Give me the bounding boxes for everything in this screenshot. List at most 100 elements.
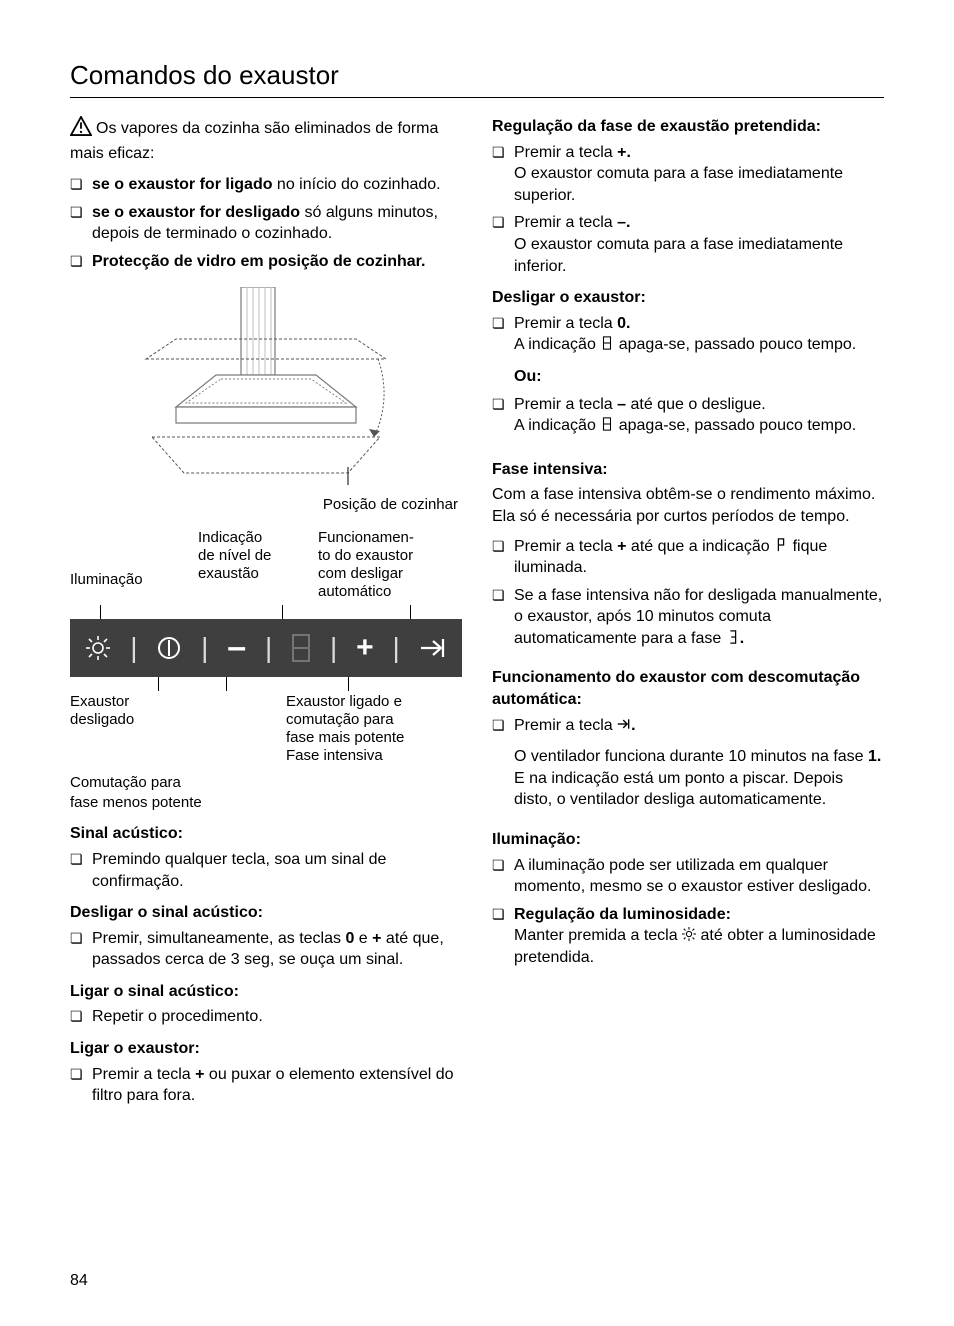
label-lig-l4: Fase intensiva [286,747,383,764]
reg-b1b: O exaustor comuta para a fase imediatame… [514,165,843,204]
label-lig-l3: fase mais potente [286,729,404,746]
page-title: Comandos do exaustor [70,60,884,98]
reg-b2-key: –. [617,214,630,231]
bullet-ligado: se o exaustor for ligado no início do co… [70,174,462,196]
desl-ex-b1a: Premir a tecla [514,315,617,332]
desligar-exaustor-bullets: Premir a tecla 0. A indicação apaga-se, … [492,313,884,356]
hood-figure [70,287,462,487]
auto-off-icon [419,637,447,659]
bullet-proteccao-bold: Protecção de vidro em posição de cozinha… [92,253,425,270]
desl-ex-b1b-post: apaga-se, passado pouco tempo. [614,336,856,353]
minus-icon: – [227,625,246,671]
fase-int-b2: Se a fase intensiva não for desligada ma… [492,585,884,650]
seg-p-icon [774,538,788,555]
auto-sub-paragraph: O ventilador funciona durante 10 minutos… [492,746,884,811]
label-nivel: Indicação de nível de exaustão [198,529,318,601]
fase-intensiva-bullets: Premir a tecla + até que a indicação fiq… [492,536,884,650]
bullet-proteccao: Protecção de vidro em posição de cozinha… [70,251,462,273]
ligar-sinal-b1: Repetir o procedimento. [70,1006,462,1028]
fase-int-b1: Premir a tecla + até que a indicação fiq… [492,536,884,579]
heading-sinal-acustico: Sinal acústico: [70,823,462,845]
caption-cook-position: Posição de cozinhar [70,495,462,515]
fase-int-b2b: . [740,630,744,647]
ilum-b1: A iluminação pode ser utilizada em qualq… [492,855,884,898]
control-panel: | | – | | + | [70,619,462,677]
separator-icon: | [201,629,208,667]
bullet-desligado: se o exaustor for desligado só alguns mi… [70,202,462,245]
intro-text: Os vapores da cozinha são eliminados de … [70,120,438,162]
desl-ex-b2b-pre: A indicação [514,417,600,434]
reg-b2a: Premir a tecla [514,214,617,231]
label-lig-l2: comutação para [286,711,394,728]
label-func-l2: to do exaustor [318,547,413,564]
reg-b2: Premir a tecla –. O exaustor comuta para… [492,212,884,277]
content-columns: Os vapores da cozinha são eliminados de … [70,116,884,1117]
left-column: Os vapores da cozinha são eliminados de … [70,116,462,1117]
desl-ex-b2: Premir a tecla – até que o desligue. A i… [492,394,884,437]
light-icon [85,635,111,661]
reg-b1: Premir a tecla +. O exaustor comuta para… [492,142,884,207]
intro-paragraph: Os vapores da cozinha são eliminados de … [70,116,462,164]
bullet-desligado-bold: se o exaustor for desligado [92,204,300,221]
iluminacao-bullets: A iluminação pode ser utilizada em qualq… [492,855,884,969]
desligar-sinal-b1: Premir, simultaneamente, as teclas 0 e +… [70,928,462,971]
auto-sub1-key: 1. [868,748,881,765]
desl-sinal-key1: 0 [345,930,354,947]
sinal-b1: Premindo qualquer tecla, soa um sinal de… [70,849,462,892]
heading-auto: Funcionamento do exaustor com descomutaç… [492,667,884,710]
reg-b1a: Premir a tecla [514,144,617,161]
sinal-bullets: Premindo qualquer tecla, soa um sinal de… [70,849,462,892]
light-small-icon [682,927,696,944]
desligar-sinal-bullets: Premir, simultaneamente, as teclas 0 e +… [70,928,462,971]
bullet-ligado-bold: se o exaustor for ligado [92,176,272,193]
fase-int-b1a: Premir a tecla [514,538,617,555]
fase-intensiva-intro: Com a fase intensiva obtêm-se o rendimen… [492,484,884,527]
auto-sub2: E na indicação está um ponto a piscar. D… [514,770,843,809]
label-func-l4: automático [318,583,391,600]
seven-segment-icon [291,633,311,663]
ligar-exaustor-bullets: Premir a tecla + ou puxar o elemento ext… [70,1064,462,1107]
control-leader-lines-top [70,605,462,619]
control-labels-top: Iluminação Indicação de nível de exaustã… [70,529,462,601]
desl-ex-b1-key: 0. [617,315,630,332]
plus-icon: + [356,628,374,669]
auto-off-small-icon [617,717,631,734]
label-iluminacao: Iluminação [70,529,198,601]
label-desl-l1: Exaustor [70,693,129,710]
fase-int-b1b: até que a indicação [626,538,774,555]
intro-bullets: se o exaustor for ligado no início do co… [70,174,462,272]
desl-ex-b1b-pre: A indicação [514,336,600,353]
auto-sub1: O ventilador funciona durante 10 minutos… [514,748,868,765]
label-desl-l2: desligado [70,711,134,728]
control-leader-lines-bottom [70,677,462,691]
label-nivel-l2: de nível de [198,547,271,564]
heading-desligar-exaustor: Desligar o exaustor: [492,287,884,309]
label-func-l3: com desligar [318,565,403,582]
label-comutacao-menos: Comutação para fase menos potente [70,773,462,814]
right-column: Regulação da fase de exaustão pretendida… [492,116,884,1117]
separator-icon: | [392,629,399,667]
desl-ex-b2a2: até que o desligue. [626,396,766,413]
label-funcionamento: Funcionamen- to do exaustor com desligar… [318,529,462,601]
label-nivel-l1: Indicação [198,529,262,546]
desl-ex-b2a: Premir a tecla [514,396,617,413]
label-menos-l2: fase menos potente [70,794,202,811]
desl-sinal-mid: e [354,930,372,947]
reg-b2b: O exaustor comuta para a fase imediatame… [514,236,843,275]
ilum-b2-bold: Regulação da luminosidade: [514,906,731,923]
ligar-exaustor-b1: Premir a tecla + ou puxar o elemento ext… [70,1064,462,1107]
heading-ligar-sinal: Ligar o sinal acústico: [70,981,462,1003]
desl-sinal-b1a: Premir, simultaneamente, as teclas [92,930,345,947]
ilum-b2: Regulação da luminosidade: Manter premid… [492,904,884,969]
control-labels-bottom: Exaustor desligado Exaustor ligado e com… [70,693,462,765]
regulacao-bullets: Premir a tecla +. O exaustor comuta para… [492,142,884,278]
separator-icon: | [330,629,337,667]
lig-ex-b1a: Premir a tecla [92,1066,195,1083]
power-zero-icon [156,635,182,661]
label-exaustor-ligado: Exaustor ligado e comutação para fase ma… [286,693,462,765]
auto-b1a: Premir a tecla [514,717,617,734]
ligar-sinal-bullets: Repetir o procedimento. [70,1006,462,1028]
auto-b1-key: . [617,717,635,734]
label-menos-l1: Comutação para [70,774,181,791]
heading-ligar-exaustor: Ligar o exaustor: [70,1038,462,1060]
